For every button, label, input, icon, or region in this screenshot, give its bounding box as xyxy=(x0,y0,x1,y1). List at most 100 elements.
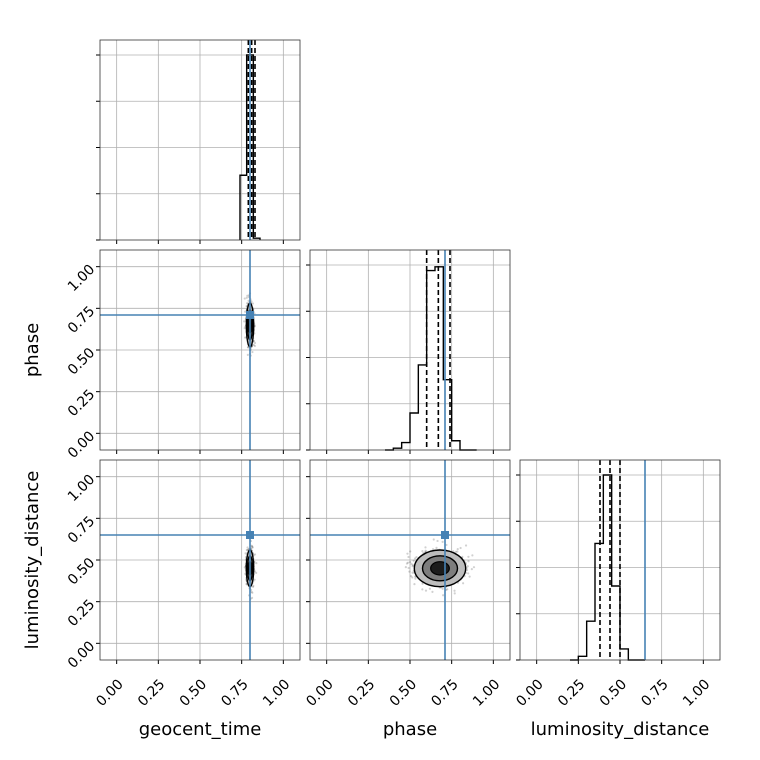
sample-point xyxy=(436,539,439,543)
sample-point xyxy=(250,544,253,547)
sample-point xyxy=(466,565,469,568)
sample-point xyxy=(408,570,411,573)
sample-point xyxy=(435,546,438,549)
sample-point xyxy=(406,552,409,555)
sample-point xyxy=(421,582,424,585)
sample-point xyxy=(252,584,255,587)
sample-point xyxy=(470,568,473,571)
sample-point xyxy=(410,562,413,566)
sample-point xyxy=(441,540,444,543)
sample-point xyxy=(243,297,246,300)
xlabel-luminosity-distance: luminosity_distance xyxy=(531,719,710,740)
sample-point xyxy=(456,548,459,551)
sample-point xyxy=(412,559,415,562)
panels: 0.00 0.25 0.50 0.75 1.00 0.00 0.25 0.50 0.75 1.00… xyxy=(65,39,721,710)
sample-point xyxy=(407,555,410,559)
sample-point xyxy=(428,587,431,590)
sample-point xyxy=(253,341,257,345)
sample-point xyxy=(453,589,456,592)
sample-point xyxy=(246,546,249,549)
sample-point xyxy=(467,560,470,563)
sample-point xyxy=(442,594,445,597)
hist-panel-luminosity-distance xyxy=(516,459,721,664)
sample-point xyxy=(412,564,415,567)
sample-point xyxy=(246,353,249,356)
sample-point xyxy=(454,550,458,553)
sample-point xyxy=(431,548,435,551)
sample-point xyxy=(251,546,254,549)
sample-point xyxy=(243,320,246,323)
sample-point xyxy=(461,555,464,558)
histogram-step-luminosity-distance xyxy=(570,474,645,661)
truth-marker xyxy=(441,531,449,539)
sample-point xyxy=(246,294,249,297)
sample-point xyxy=(253,578,256,581)
sample-point xyxy=(409,574,413,578)
sample-point xyxy=(411,576,414,579)
contour-inner xyxy=(430,561,450,576)
sample-point xyxy=(421,549,424,553)
sample-point xyxy=(253,344,256,348)
sample-point xyxy=(253,553,257,556)
truth-marker xyxy=(246,311,254,319)
hist-panel-geocent-time xyxy=(96,39,301,244)
sample-point xyxy=(459,546,462,550)
sample-point xyxy=(250,590,253,593)
sample-point xyxy=(244,336,247,339)
panel-border xyxy=(99,39,301,241)
ylabel-luminosity-distance: luminosity_distance xyxy=(22,471,43,650)
panel-border xyxy=(519,459,721,661)
panel-border xyxy=(99,249,301,451)
sample-point xyxy=(453,592,456,595)
sample-point xyxy=(431,590,434,593)
panel-border xyxy=(309,249,511,451)
sample-point xyxy=(404,566,407,569)
sample-point xyxy=(467,555,470,558)
sample-point xyxy=(467,572,470,575)
sample-point xyxy=(456,550,459,553)
sample-point xyxy=(445,543,448,547)
sample-point xyxy=(414,575,417,578)
sample-point xyxy=(411,571,414,574)
sample-point xyxy=(468,575,471,578)
sample-point xyxy=(432,538,435,541)
panel-border xyxy=(309,459,511,661)
sample-point xyxy=(251,591,254,594)
ylabel-phase: phase xyxy=(22,323,43,377)
sample-point xyxy=(421,588,424,591)
scatter-panel-geocent-time-vs-luminosity-distance xyxy=(96,459,301,664)
sample-point xyxy=(245,296,248,299)
sample-point xyxy=(464,544,468,547)
sample-point xyxy=(462,582,465,585)
sample-point xyxy=(255,562,258,565)
sample-point xyxy=(472,566,476,569)
sample-point xyxy=(251,585,255,588)
sample-point xyxy=(424,589,428,592)
sample-point xyxy=(251,302,254,305)
sample-point xyxy=(411,565,414,568)
scatter-panel-phase-vs-luminosity-distance xyxy=(306,459,511,664)
sample-point xyxy=(413,557,417,560)
sample-point xyxy=(245,582,248,586)
sample-point xyxy=(465,568,469,572)
sample-point xyxy=(251,350,254,354)
scatter-panel-geocent-time-vs-phase xyxy=(96,249,301,454)
sample-point xyxy=(245,548,248,552)
sample-point xyxy=(247,299,250,302)
sample-point xyxy=(405,562,409,565)
sample-point xyxy=(246,548,249,552)
sample-point xyxy=(441,587,444,590)
sample-point xyxy=(446,588,449,591)
panel-border xyxy=(99,459,301,661)
sample-point xyxy=(407,566,410,570)
sample-point xyxy=(409,561,412,564)
sample-point xyxy=(250,596,254,599)
sample-point xyxy=(245,302,249,305)
sample-point xyxy=(252,343,255,347)
truth-marker xyxy=(246,531,254,539)
sample-point xyxy=(471,554,474,557)
sample-point xyxy=(406,561,410,564)
sample-point xyxy=(415,556,418,559)
sample-point xyxy=(244,310,247,313)
